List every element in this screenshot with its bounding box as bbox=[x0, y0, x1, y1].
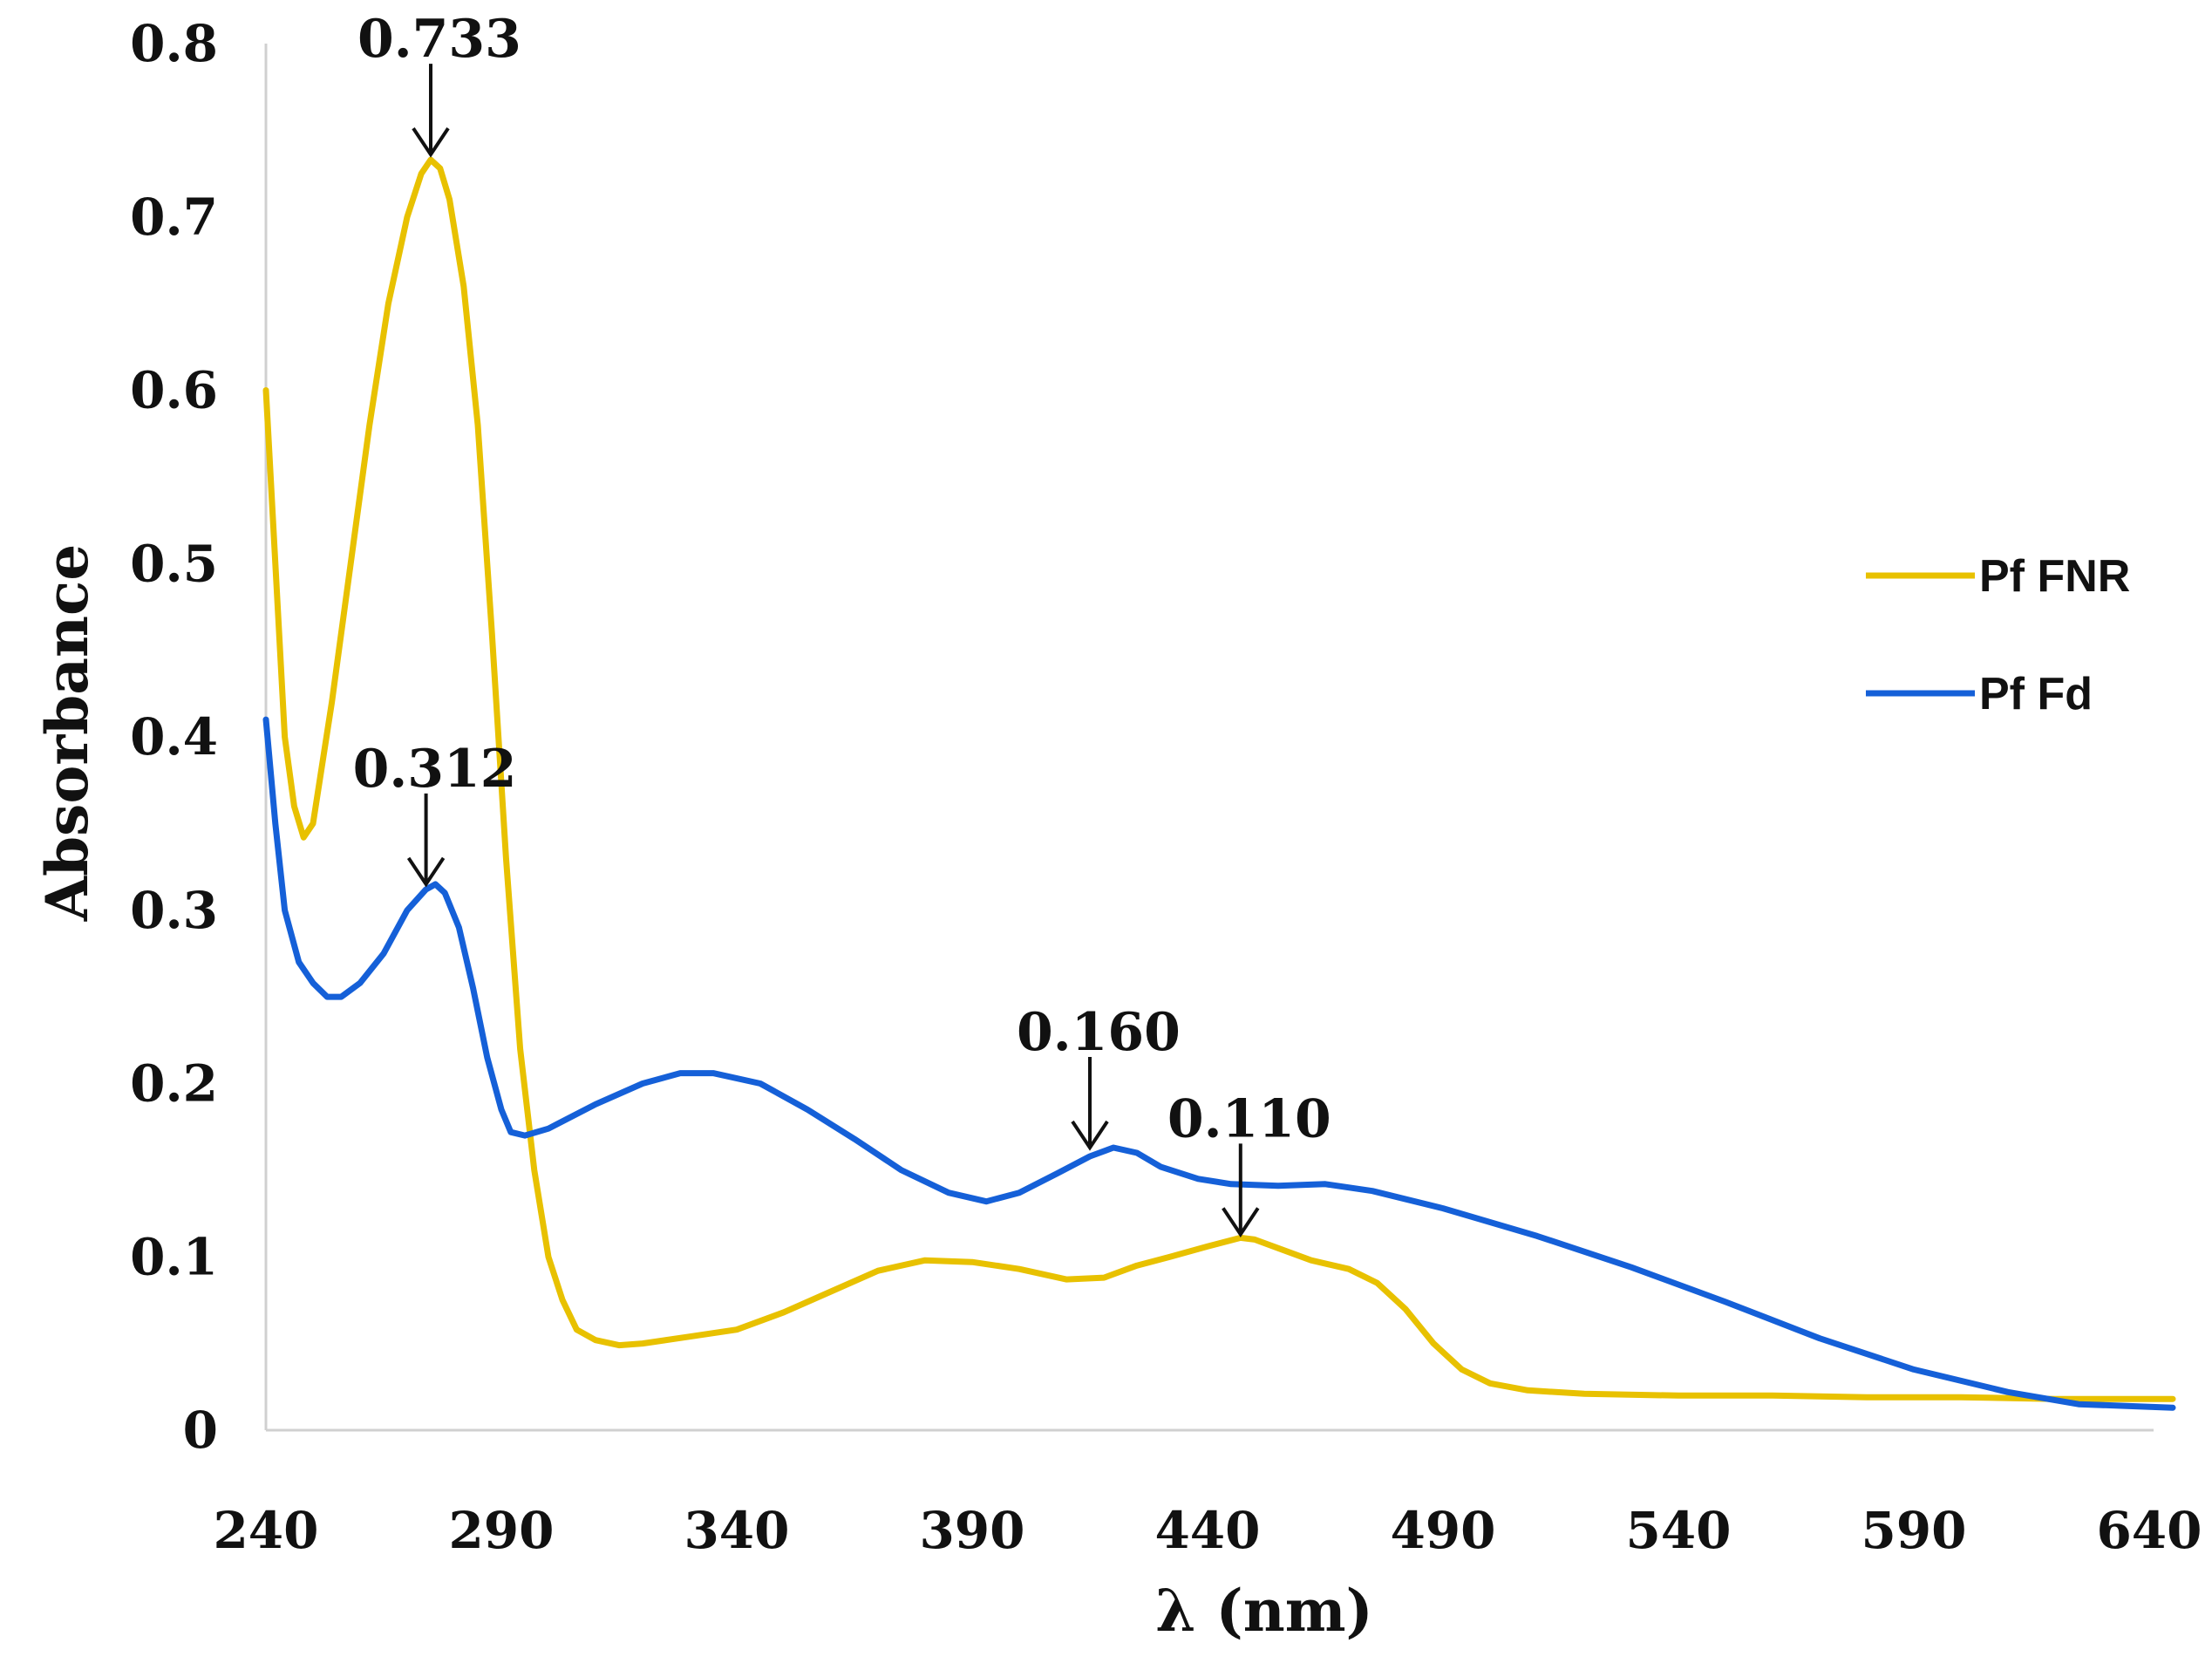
x-tick-label: 340 bbox=[684, 1501, 789, 1560]
peak-annotation: 0.312 bbox=[353, 739, 517, 888]
axes bbox=[264, 44, 2154, 1432]
y-axis-title: Absorbance bbox=[33, 544, 101, 922]
peak-annotation: 0.160 bbox=[1017, 1002, 1181, 1151]
annotation-arrow-head-icon bbox=[406, 856, 446, 888]
annotation-arrow-head-icon bbox=[1222, 1207, 1260, 1237]
y-tick-labels: 0 0.1 0.2 0.3 0.4 0.5 0.6 0.7 0.8 bbox=[130, 14, 218, 1460]
x-tick-label: 240 bbox=[213, 1501, 318, 1560]
series-line-pf-fnr bbox=[262, 156, 2176, 1402]
y-tick-label: 0.5 bbox=[130, 534, 218, 593]
series-line-pf-fd bbox=[262, 716, 2176, 1411]
y-tick-label: 0.4 bbox=[130, 707, 218, 767]
legend: Pf FNR Pf Fd bbox=[1866, 551, 2130, 719]
legend-item: Pf FNR bbox=[1866, 551, 2130, 602]
x-tick-label: 290 bbox=[448, 1501, 554, 1560]
annotation-label: 0.110 bbox=[1167, 1088, 1331, 1149]
peak-annotations: 0.733 0.312 0.160 0.110 bbox=[353, 9, 1331, 1237]
y-tick-label: 0.2 bbox=[130, 1054, 218, 1114]
annotation-arrow-head-icon bbox=[1071, 1120, 1109, 1151]
legend-label: Pf Fd bbox=[1979, 669, 2093, 719]
y-tick-label: 0 bbox=[183, 1401, 218, 1460]
peak-annotation: 0.733 bbox=[357, 9, 521, 158]
x-tick-label: 640 bbox=[2096, 1501, 2202, 1560]
peak-annotation: 0.110 bbox=[1167, 1088, 1331, 1237]
series-lines bbox=[262, 156, 2176, 1411]
x-tick-labels: 240 290 340 390 440 490 540 590 640 bbox=[213, 1501, 2202, 1560]
annotation-label: 0.733 bbox=[357, 9, 521, 70]
y-tick-label: 0.6 bbox=[130, 361, 218, 420]
y-tick-label: 0.7 bbox=[130, 187, 218, 247]
annotation-label: 0.160 bbox=[1017, 1002, 1181, 1063]
y-tick-label: 0.1 bbox=[130, 1227, 218, 1286]
x-tick-label: 540 bbox=[1625, 1501, 1731, 1560]
y-tick-label: 0.8 bbox=[130, 14, 218, 73]
x-tick-label: 590 bbox=[1861, 1501, 1966, 1560]
x-tick-label: 440 bbox=[1154, 1501, 1260, 1560]
y-tick-label: 0.3 bbox=[130, 881, 218, 940]
annotation-label: 0.312 bbox=[353, 739, 517, 800]
annotation-arrow-head-icon bbox=[412, 127, 450, 158]
x-tick-label: 490 bbox=[1390, 1501, 1495, 1560]
x-axis-title: λ (nm) bbox=[1155, 1577, 1373, 1645]
legend-item: Pf Fd bbox=[1866, 669, 2093, 719]
x-tick-label: 390 bbox=[919, 1501, 1024, 1560]
legend-label: Pf FNR bbox=[1979, 551, 2130, 602]
